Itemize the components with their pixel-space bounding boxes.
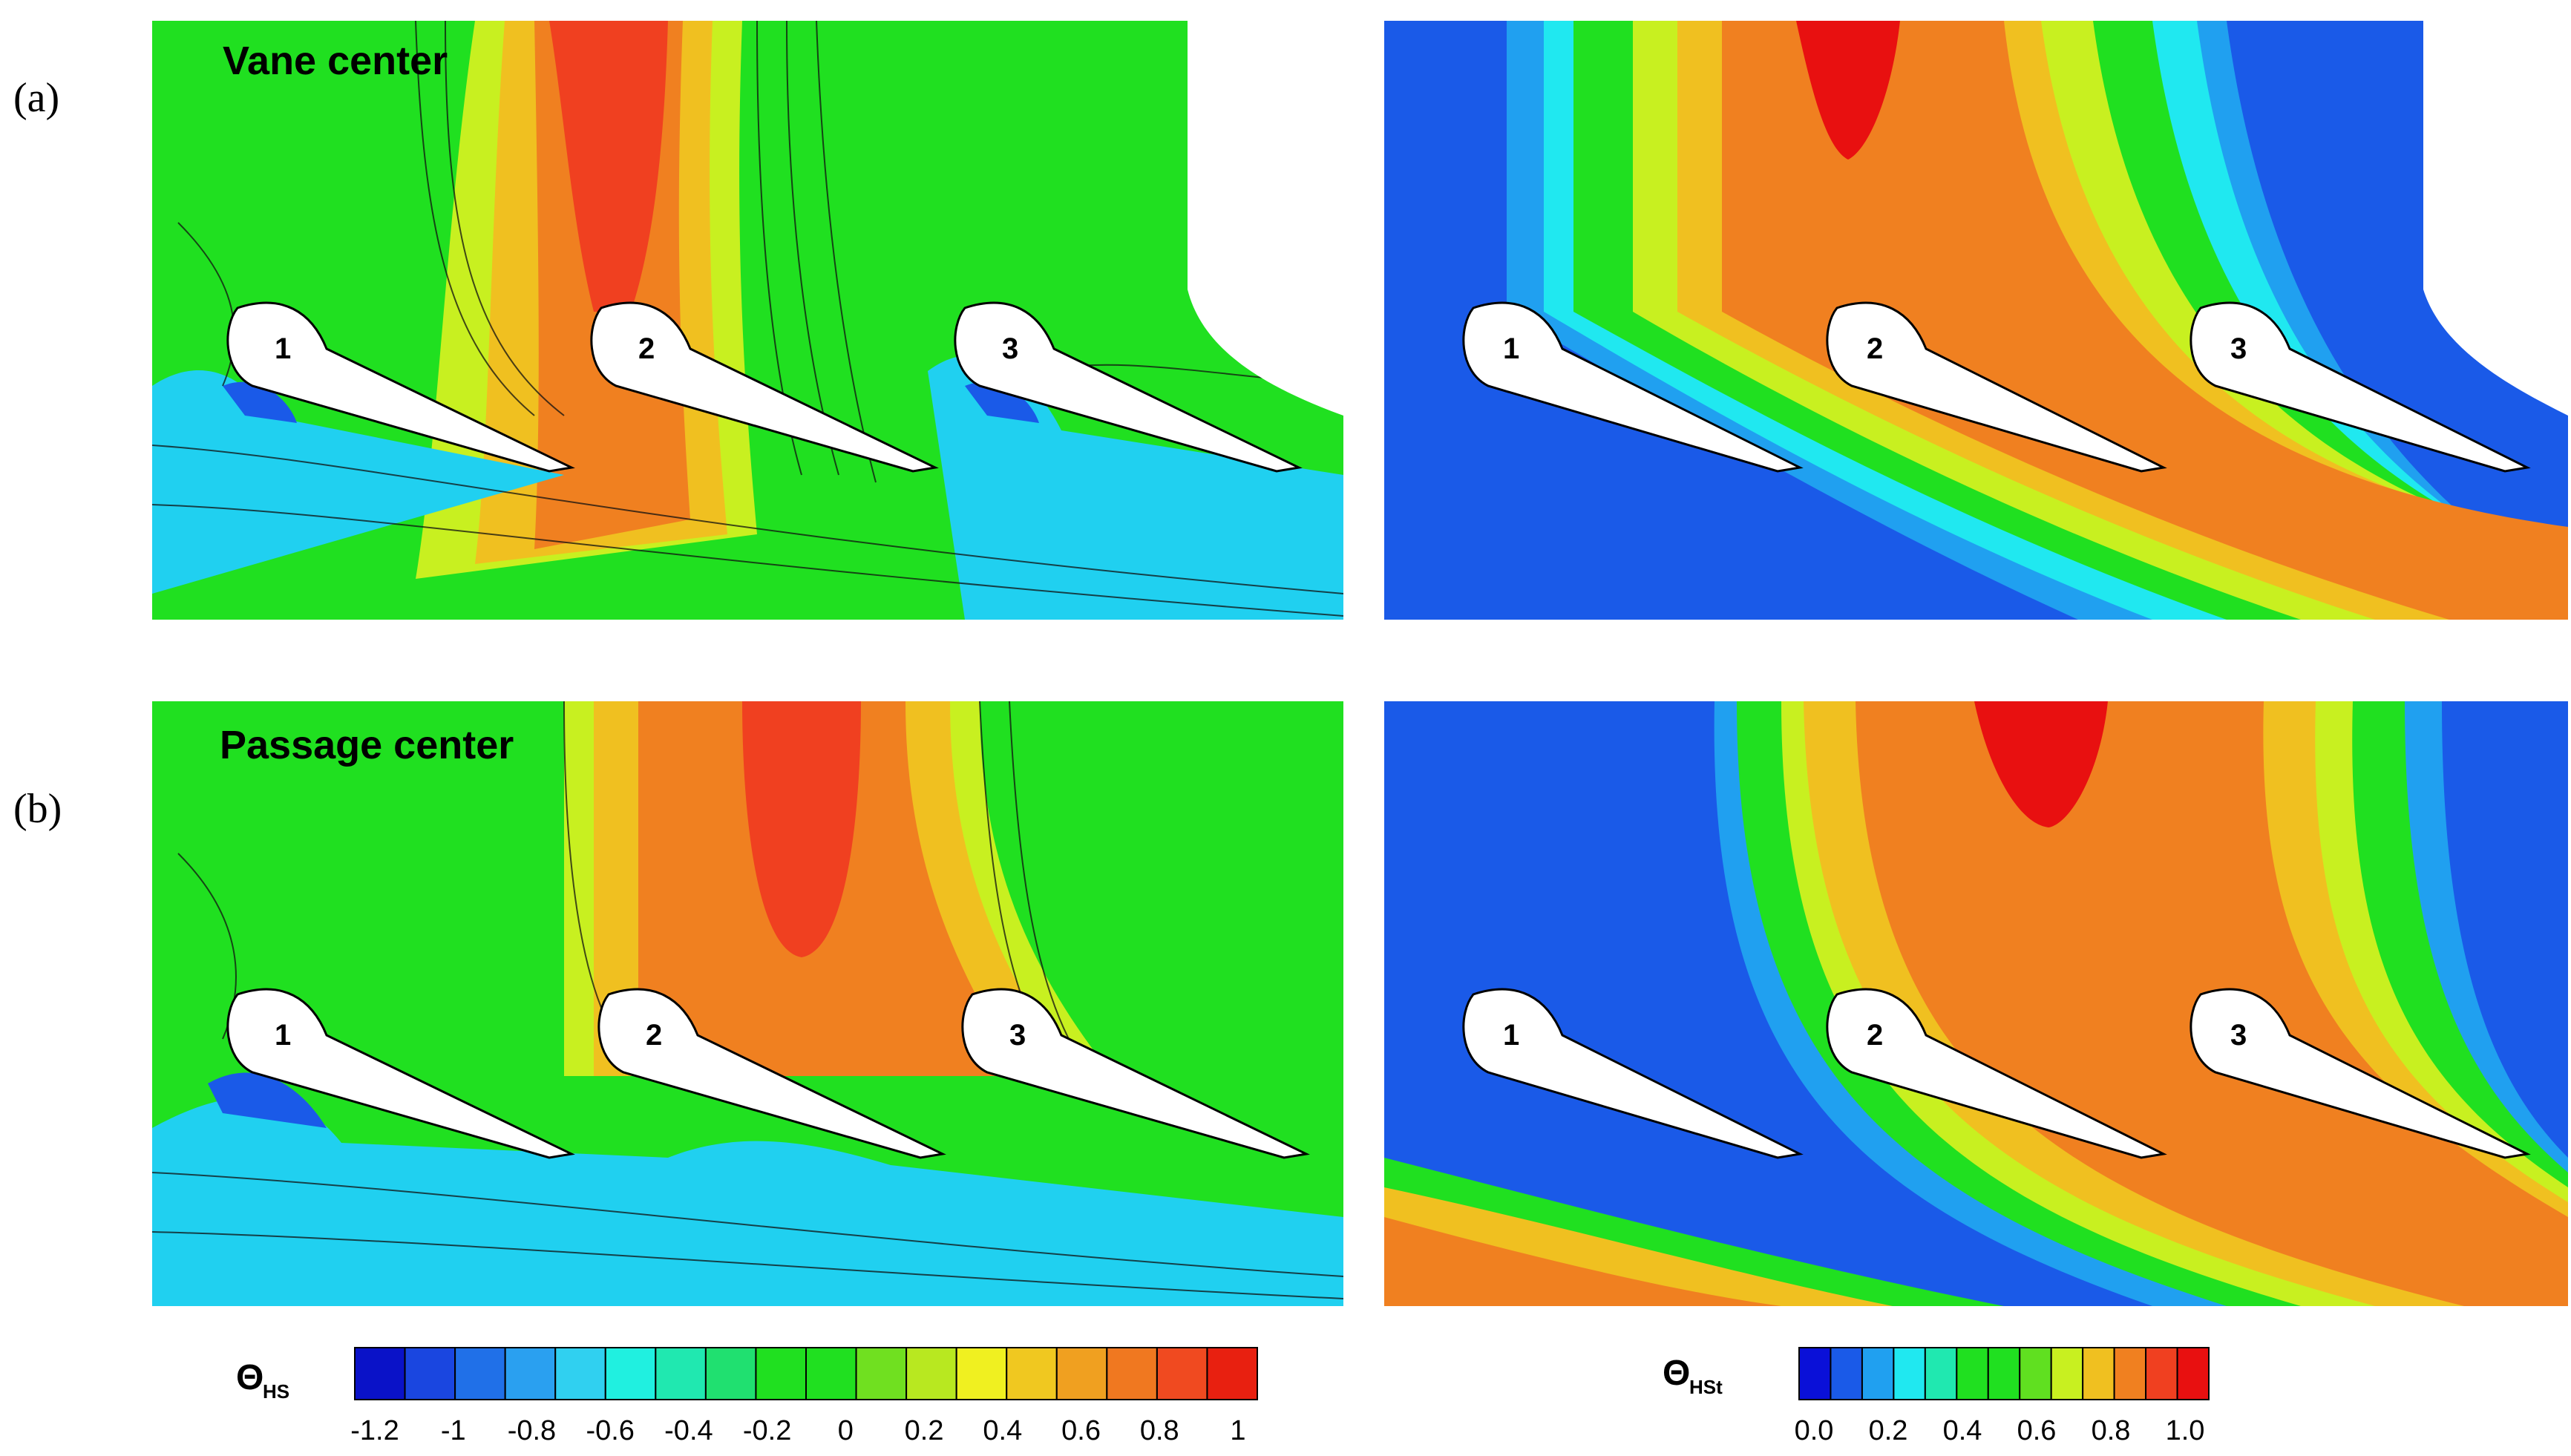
colorbar-hst-swatch xyxy=(1861,1347,1895,1400)
vane-label-2: 2 xyxy=(646,1019,662,1052)
colorbar-hst-subscript: HSt xyxy=(1689,1376,1723,1398)
colorbar-hst-swatch xyxy=(2019,1347,2052,1400)
panel-b-title: Passage center xyxy=(220,723,514,767)
panel-b-hst-contour: 1 2 3 xyxy=(1384,701,2568,1306)
colorbar-hst-swatch xyxy=(2176,1347,2210,1400)
colorbar-hs-swatch xyxy=(755,1347,808,1400)
row-label-a: (a) xyxy=(13,75,59,121)
colorbar-hst-tick-label: 1.0 xyxy=(2166,1415,2205,1446)
colorbar-hst-tick-label: 0.8 xyxy=(2092,1415,2131,1446)
colorbar-hst-swatch xyxy=(1924,1347,1958,1400)
colorbar-hst-swatch xyxy=(2113,1347,2147,1400)
colorbar-hs-tick-label: -0.4 xyxy=(664,1415,713,1446)
colorbar-hst-swatch xyxy=(2145,1347,2178,1400)
vane-label-1: 1 xyxy=(275,332,291,365)
vane-label-3: 3 xyxy=(2230,1019,2247,1052)
colorbar-hs-tick-label: -1 xyxy=(441,1415,466,1446)
colorbar-hst-tick-label: 0.0 xyxy=(1795,1415,1834,1446)
vane-label-3: 3 xyxy=(1009,1019,1026,1052)
vane-label-2: 2 xyxy=(1867,332,1883,365)
colorbar-hs-swatch xyxy=(805,1347,857,1400)
colorbar-hst-swatch xyxy=(1956,1347,1989,1400)
colorbar-hs-swatch xyxy=(354,1347,406,1400)
panel-a-hst-contour: 1 2 3 xyxy=(1384,21,2568,620)
colorbar-hs: Θ HS -1.2 -1 -0.8 -0.6 -0.4 -0.2 0 0.2 0.4 0.6 0.8… xyxy=(236,1347,1259,1446)
row-label-b: (b) xyxy=(13,786,62,832)
colorbar-hs-swatch xyxy=(655,1347,707,1400)
colorbar-hst-swatch xyxy=(2082,1347,2115,1400)
colorbar-hs-tick-label: 0 xyxy=(838,1415,854,1446)
colorbar-hst-swatch xyxy=(1830,1347,1863,1400)
colorbar-hs-tick-label: -0.8 xyxy=(508,1415,556,1446)
colorbar-hs-tick-label: 0.2 xyxy=(905,1415,944,1446)
colorbar-hs-symbol: Θ xyxy=(236,1358,263,1397)
colorbar-hs-swatch xyxy=(1055,1347,1108,1400)
colorbar-hs-tick-label: 0.6 xyxy=(1061,1415,1101,1446)
colorbar-hst-tick-label: 0.6 xyxy=(2017,1415,2057,1446)
colorbar-hst-swatch xyxy=(2050,1347,2084,1400)
colorbar-hst-symbol: Θ xyxy=(1663,1354,1690,1393)
colorbar-hs-tick-label: -0.2 xyxy=(743,1415,791,1446)
colorbar-hs-swatch xyxy=(554,1347,606,1400)
colorbar-hs-swatch xyxy=(905,1347,957,1400)
colorbar-hst-swatch xyxy=(1893,1347,1926,1400)
vane-label-3: 3 xyxy=(2230,332,2247,365)
vane-label-3: 3 xyxy=(1002,332,1018,365)
colorbar-hs-tick-label: 0.8 xyxy=(1140,1415,1179,1446)
vane-label-1: 1 xyxy=(1503,332,1519,365)
colorbar-hs-tick-label: 0.4 xyxy=(983,1415,1022,1446)
colorbar-hst-swatch xyxy=(1987,1347,2021,1400)
colorbar-hst: Θ HSt 0.0 0.2 0.4 0.6 0.8 1.0 xyxy=(1663,1347,2210,1446)
colorbar-hs-tick-label: -0.6 xyxy=(586,1415,634,1446)
colorbar-hst-tick-label: 0.2 xyxy=(1869,1415,1908,1446)
colorbar-hst-swatch xyxy=(1798,1347,1832,1400)
panel-b-hs-contour: 1 2 3 Passage center xyxy=(152,701,1343,1306)
colorbar-hs-swatch xyxy=(604,1347,657,1400)
colorbar-hs-subscript: HS xyxy=(263,1380,289,1403)
colorbar-hs-swatch xyxy=(1156,1347,1208,1400)
colorbar-hs-swatch xyxy=(504,1347,557,1400)
vane-label-2: 2 xyxy=(1867,1019,1883,1052)
colorbar-hst-tick-label: 0.4 xyxy=(1943,1415,1982,1446)
vane-label-1: 1 xyxy=(1503,1019,1519,1052)
vane-label-1: 1 xyxy=(275,1019,291,1052)
colorbar-hs-swatch xyxy=(404,1347,456,1400)
panel-a-hs-contour: 1 2 3 Vane center xyxy=(152,21,1343,620)
colorbar-hs-swatch xyxy=(454,1347,506,1400)
colorbar-hs-tick-label: -1.2 xyxy=(350,1415,399,1446)
colorbar-hs-swatch xyxy=(1206,1347,1259,1400)
colorbar-hs-swatch xyxy=(855,1347,908,1400)
vane-label-2: 2 xyxy=(638,332,655,365)
colorbar-hs-tick-label: 1 xyxy=(1230,1415,1245,1446)
colorbar-hs-swatch xyxy=(704,1347,757,1400)
panel-a-title: Vane center xyxy=(223,39,448,83)
colorbar-hs-swatch xyxy=(955,1347,1008,1400)
colorbar-hs-swatch xyxy=(1106,1347,1158,1400)
colorbar-hs-swatch xyxy=(1006,1347,1058,1400)
